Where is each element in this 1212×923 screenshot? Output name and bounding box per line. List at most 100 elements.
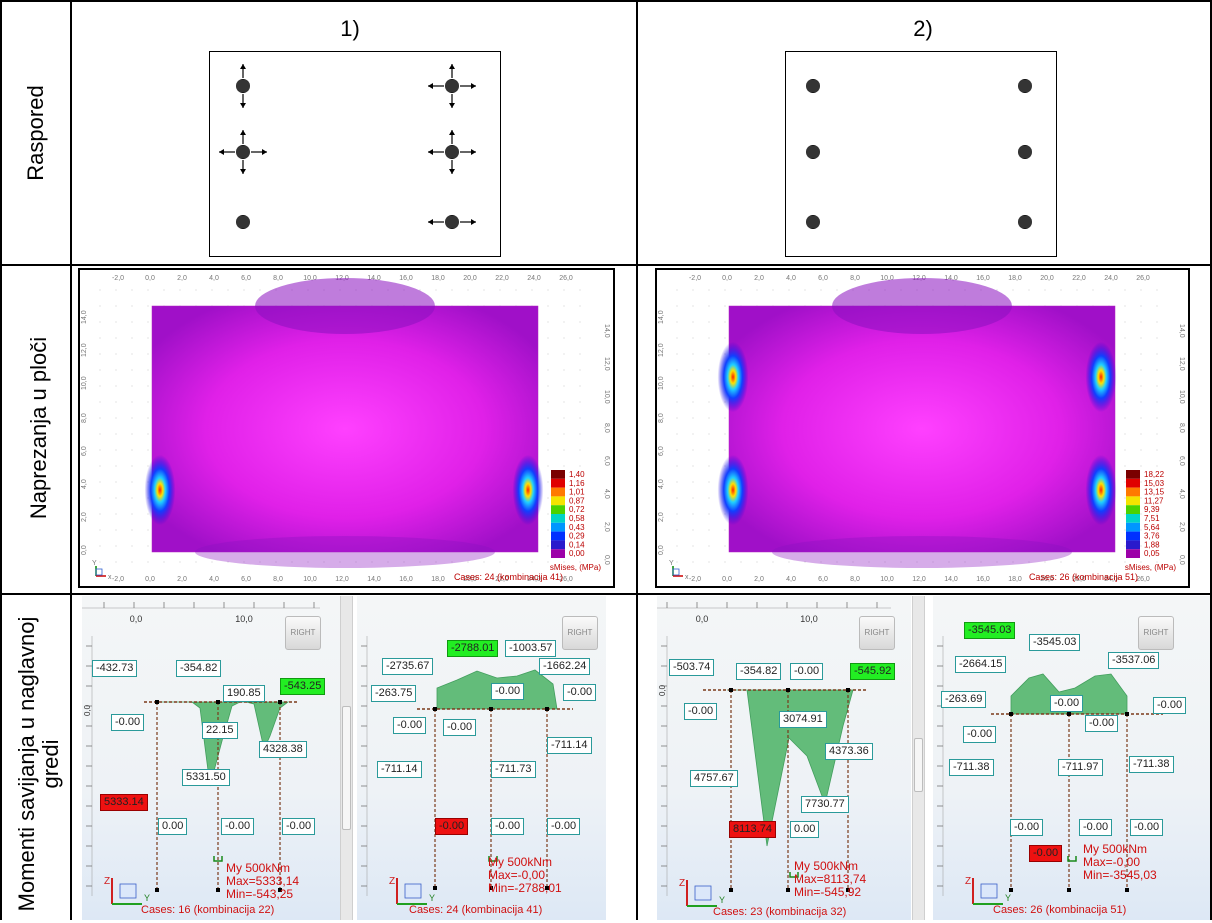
pile-node — [1009, 712, 1013, 716]
pile-circle — [445, 215, 459, 229]
x-tick-label-bottom: 6,0 — [241, 576, 251, 583]
legend-swatch — [551, 478, 565, 488]
grid-dot — [788, 289, 790, 291]
grid-dot — [1012, 289, 1014, 291]
x-tick-label-top: 10,0 — [303, 275, 317, 282]
grid-dot — [788, 561, 790, 563]
arrow-head-icon — [449, 169, 455, 174]
legend-swatch — [1126, 540, 1140, 550]
pile-circle — [1018, 79, 1032, 93]
grid-dot — [1044, 561, 1046, 563]
legend-value: 18,22 — [1144, 470, 1165, 479]
view-right-button[interactable]: RIGHT — [859, 616, 895, 650]
grid-dot — [1124, 321, 1126, 323]
grid-dot — [1156, 513, 1158, 515]
vertical-scrollbar[interactable] — [340, 596, 353, 920]
grid-dot — [563, 337, 565, 339]
vertical-scrollbar[interactable] — [912, 596, 925, 920]
pile-node — [216, 700, 220, 704]
x-tick-label-bottom: 0,0 — [145, 576, 155, 583]
arrow-head-icon — [240, 130, 246, 135]
grid-dot — [195, 561, 197, 563]
y-tick-label-left: 10,0 — [658, 376, 665, 390]
grid-dot — [676, 353, 678, 355]
grid-dot — [692, 385, 694, 387]
value-label: 4328.38 — [259, 741, 307, 758]
min-value-label: -545.92 — [850, 663, 896, 680]
view-right-button[interactable]: RIGHT — [285, 616, 321, 650]
pile-node — [545, 707, 549, 711]
grid-dot — [579, 465, 581, 467]
diagram-info: My 500kNm Max=8113,74 Min=-545,92 — [794, 860, 866, 899]
grid-dot — [547, 337, 549, 339]
grid-dot — [1060, 561, 1062, 563]
grid-dot — [756, 289, 758, 291]
grid-dot — [131, 353, 133, 355]
view-cube-icon — [694, 885, 712, 901]
grid-dot — [724, 305, 726, 307]
grid-dot — [99, 289, 101, 291]
grid-dot — [115, 321, 117, 323]
view-right-button[interactable]: RIGHT — [1138, 616, 1174, 650]
grid-dot — [451, 289, 453, 291]
grid-dot — [115, 545, 117, 547]
diagram-max: Max=5333,14 — [226, 874, 300, 888]
grid-dot — [1156, 337, 1158, 339]
scrollbar-thumb[interactable] — [914, 738, 923, 792]
moment-area — [727, 689, 854, 847]
legend-swatch — [551, 505, 565, 514]
y-tick-label-left: 0,0 — [658, 545, 665, 555]
x-tick-label-top: 14,0 — [367, 275, 381, 282]
grid-dot — [131, 289, 133, 291]
grid-dot — [579, 353, 581, 355]
grid-dot — [708, 369, 710, 371]
grid-dot — [451, 561, 453, 563]
diagram-min: Min=-3545,03 — [1083, 868, 1157, 882]
arrow-head-icon — [428, 83, 433, 89]
view-right-button[interactable]: RIGHT — [562, 616, 598, 650]
value-label: 190.85 — [223, 685, 265, 702]
grid-dot — [708, 529, 710, 531]
pile-node — [846, 888, 850, 892]
value-label: -0.00 — [1130, 819, 1164, 836]
x-tick-label-bottom: 6,0 — [818, 576, 828, 583]
grid-dot — [708, 497, 710, 499]
grid-dot — [147, 529, 149, 531]
y-tick-label-right: 0,0 — [1178, 555, 1185, 565]
value-label: -711.38 — [1129, 756, 1174, 773]
x-tick-label-top: 6,0 — [818, 275, 828, 282]
value-label: 0.00 — [790, 821, 820, 838]
grid-dot — [131, 561, 133, 563]
pile-icon — [1018, 79, 1032, 93]
grid-dot — [692, 353, 694, 355]
grid-dot — [676, 289, 678, 291]
grid-dot — [884, 561, 886, 563]
grid-dot — [547, 305, 549, 307]
pile-icon — [236, 145, 250, 159]
grid-dot — [131, 433, 133, 435]
value-label: -0.00 — [1050, 695, 1084, 712]
x-tick-label-top: 26,0 — [559, 275, 573, 282]
grid-dot — [1028, 289, 1030, 291]
grid-dot — [708, 465, 710, 467]
cases-label: Cases: 24 (kombinacija 41) — [454, 572, 563, 582]
grid-dot — [275, 561, 277, 563]
max-value-label: -543.25 — [280, 678, 326, 695]
y-tick-label-left: 12,0 — [658, 343, 665, 357]
legend-value: 1,40 — [569, 470, 585, 479]
grid-dot — [115, 289, 117, 291]
grid-dot — [676, 545, 678, 547]
grid-dot — [1156, 417, 1158, 419]
pile-node — [786, 688, 790, 692]
stress-hotspot — [512, 454, 544, 526]
value-label: -0.00 — [443, 719, 477, 736]
scrollbar-thumb[interactable] — [342, 706, 351, 830]
diagram-min: Min=-545,92 — [794, 885, 862, 899]
grid-dot — [147, 449, 149, 451]
x-tick-label-bottom: 20,0 — [1040, 576, 1054, 583]
grid-dot — [147, 353, 149, 355]
grid-dot — [692, 561, 694, 563]
grid-dot — [1156, 385, 1158, 387]
pile-node — [1067, 712, 1071, 716]
